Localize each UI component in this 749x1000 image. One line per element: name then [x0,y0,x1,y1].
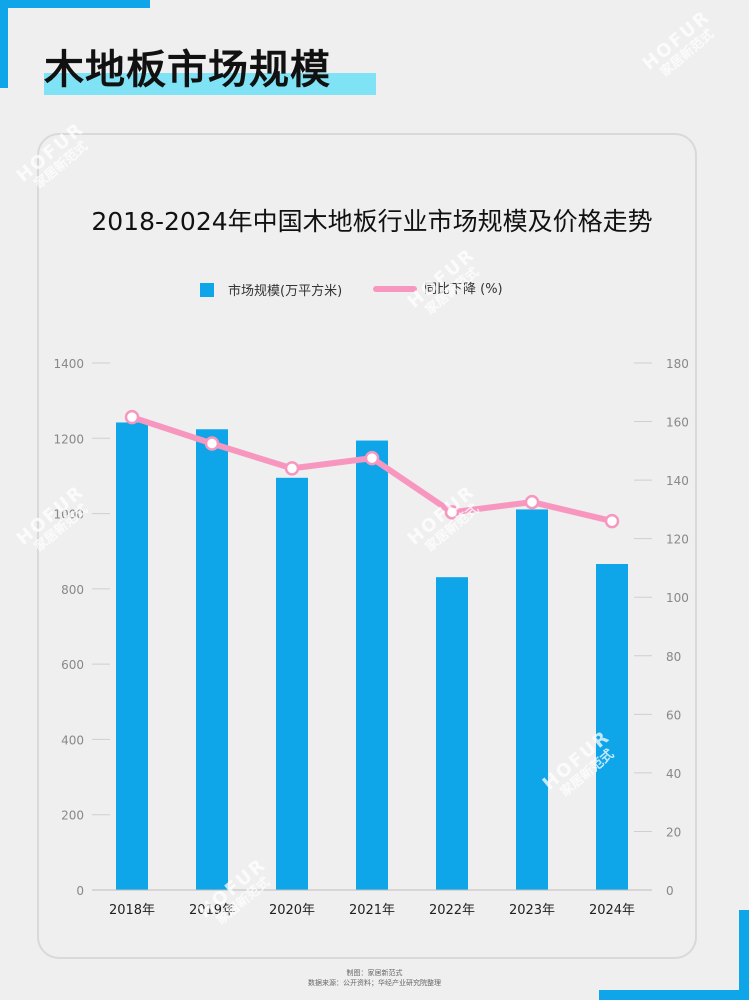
line-point [284,461,300,476]
y-axis-right: 0 20 40 60 80 100 120 140 160 180 [666,357,689,898]
y-right-tick-label: 180 [666,357,689,371]
y-right-tick-label: 100 [666,591,689,605]
line-series [124,409,620,529]
y-left-tick-label: 1200 [53,432,84,446]
y-right-tick-label: 160 [666,416,689,430]
y-left-tick-label: 200 [61,809,84,823]
x-tick-label: 2018年 [109,903,155,918]
footer: 制图：家居新范式 数据来源：公开资料；华经产业研究院整理 [0,968,749,988]
corner-accent-right [739,910,749,1000]
x-tick-label: 2019年 [189,903,235,918]
page-title: 木地板市场规模 [44,47,331,93]
y-left-tick-label: 400 [61,733,84,747]
y-left-tick-label: 600 [61,658,84,672]
corner-accent-bottom [599,990,749,1000]
y-right-tick-label: 0 [666,884,674,898]
y-right-tick-label: 120 [666,533,689,547]
line-point [524,494,540,510]
bar [196,429,228,890]
chart-title: 2018-2024年中国木地板行业市场规模及价格走势 [91,207,652,236]
legend-line-label: 同比下降 (%) [424,282,503,297]
bar [516,509,548,890]
bar [596,564,628,890]
title-highlight-bar [44,73,376,95]
x-tick-label: 2020年 [269,903,315,918]
x-tick-label: 2024年 [589,903,635,918]
y-right-tick-label: 40 [666,767,681,781]
y-left-tick-label: 1000 [53,508,84,522]
corner-accent-top [0,0,150,8]
y-right-tick-label: 60 [666,708,681,722]
line-point [604,513,620,529]
x-tick-label: 2023年 [509,903,555,918]
y-right-tick-label: 80 [666,650,681,664]
line-point [364,450,380,466]
line-point [124,409,140,425]
footer-source: 数据来源：公开资料；华经产业研究院整理 [308,979,441,987]
bar [276,477,308,890]
line-point [444,505,460,520]
y-right-tick-label: 140 [666,474,689,488]
y-left-tick-label: 1400 [53,357,84,371]
legend-bar-swatch [200,283,214,297]
bar [436,577,468,890]
bar [356,440,388,890]
corner-accent-left [0,0,8,88]
page-title-block: 木地板市场规模 [44,40,376,100]
legend-bar-label: 市场规模(万平方米) [228,283,342,299]
bar-series [116,422,628,890]
y-left-tick-label: 800 [61,583,84,597]
x-axis: 2018年 2019年 2020年 2021年 2022年 2023年 2024年 [92,889,652,918]
chart-legend: 市场规模(万平方米) 同比下降 (%) [200,282,503,299]
y-right-tick-label: 20 [666,825,681,839]
line-point [204,436,220,451]
bar [116,422,148,890]
y-axis-left: 0 200 400 600 800 1000 1200 1400 [53,357,84,898]
x-tick-label: 2021年 [349,903,395,918]
y-left-tick-label: 0 [76,884,84,898]
x-tick-label: 2022年 [429,903,475,918]
footer-credit: 制图：家居新范式 [346,969,403,977]
